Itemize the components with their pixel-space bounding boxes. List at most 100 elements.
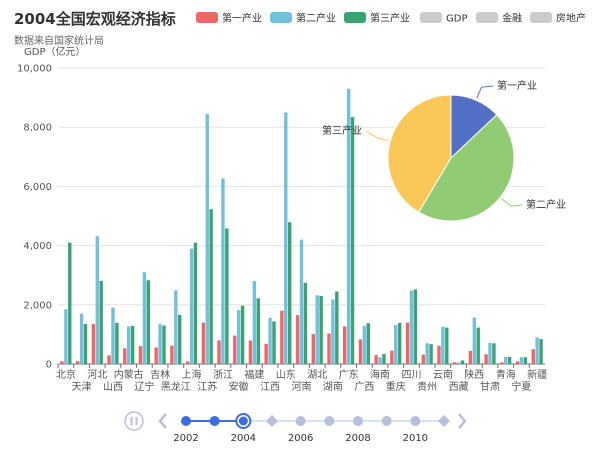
- bar[interactable]: [154, 347, 158, 364]
- legend-item-3[interactable]: GDP: [420, 12, 467, 25]
- timeline-dot[interactable]: [410, 416, 421, 426]
- bar[interactable]: [425, 343, 429, 364]
- bar[interactable]: [299, 239, 304, 364]
- bar[interactable]: [452, 362, 457, 364]
- bar[interactable]: [126, 326, 131, 364]
- timeline-diamond[interactable]: [266, 415, 278, 427]
- bar[interactable]: [162, 325, 166, 364]
- bar[interactable]: [405, 322, 410, 364]
- bar[interactable]: [523, 357, 528, 364]
- bar[interactable]: [460, 360, 465, 364]
- timeline-point[interactable]: 2004: [231, 413, 256, 444]
- bar[interactable]: [91, 324, 96, 364]
- bar[interactable]: [429, 344, 433, 364]
- timeline-point[interactable]: [438, 415, 450, 427]
- bar[interactable]: [539, 339, 543, 364]
- bar[interactable]: [60, 361, 64, 364]
- bar[interactable]: [484, 354, 488, 364]
- bar[interactable]: [75, 361, 80, 364]
- bar[interactable]: [146, 280, 151, 364]
- bar[interactable]: [236, 310, 241, 364]
- bar[interactable]: [138, 346, 143, 364]
- timeline-dot[interactable]: [209, 416, 220, 426]
- bar[interactable]: [504, 356, 508, 364]
- bar[interactable]: [319, 295, 323, 364]
- bar[interactable]: [519, 357, 524, 364]
- bar[interactable]: [248, 340, 253, 364]
- bar[interactable]: [366, 323, 370, 364]
- bar[interactable]: [83, 324, 88, 364]
- bar[interactable]: [256, 298, 260, 364]
- bar[interactable]: [350, 117, 355, 364]
- pie-slice[interactable]: [387, 94, 452, 213]
- bar[interactable]: [535, 337, 539, 364]
- bar[interactable]: [413, 289, 418, 364]
- timeline-dot[interactable]: [181, 416, 191, 426]
- bar[interactable]: [170, 345, 174, 364]
- bar[interactable]: [158, 324, 162, 364]
- timeline-dot[interactable]: [381, 416, 392, 426]
- bar[interactable]: [468, 350, 473, 364]
- bar[interactable]: [382, 353, 386, 364]
- timeline[interactable]: 2002 2004 2006 2008 2010: [124, 411, 467, 444]
- bar[interactable]: [335, 291, 339, 364]
- bar[interactable]: [221, 178, 225, 364]
- pause-icon[interactable]: [124, 411, 144, 431]
- bar[interactable]: [272, 321, 276, 364]
- bar[interactable]: [280, 310, 284, 364]
- timeline-point[interactable]: 2008: [345, 416, 371, 444]
- bar[interactable]: [217, 340, 221, 364]
- bar[interactable]: [315, 295, 319, 364]
- pie-slice[interactable]: [418, 114, 515, 222]
- bar[interactable]: [68, 242, 72, 364]
- bar[interactable]: [107, 355, 111, 364]
- timeline-point[interactable]: 2006: [288, 416, 313, 444]
- bar[interactable]: [397, 322, 402, 364]
- bar[interactable]: [378, 357, 382, 364]
- chevron-right-icon[interactable]: [458, 413, 467, 429]
- bar[interactable]: [205, 113, 209, 364]
- bar[interactable]: [295, 315, 300, 364]
- bar[interactable]: [115, 322, 119, 364]
- timeline-point[interactable]: [324, 416, 335, 426]
- bar[interactable]: [284, 112, 288, 365]
- bar[interactable]: [421, 354, 425, 364]
- timeline-point[interactable]: [209, 416, 220, 426]
- bar[interactable]: [331, 299, 335, 364]
- legend-item-4[interactable]: 金融: [476, 12, 522, 25]
- timeline-diamond[interactable]: [438, 415, 450, 427]
- bar[interactable]: [209, 209, 213, 364]
- bar[interactable]: [515, 361, 520, 364]
- bar[interactable]: [233, 335, 237, 364]
- bar[interactable]: [476, 327, 480, 364]
- legend-item-1[interactable]: 第二产业: [270, 12, 336, 25]
- bar[interactable]: [362, 325, 367, 364]
- bar[interactable]: [99, 280, 103, 364]
- bar[interactable]: [264, 343, 268, 364]
- timeline-point[interactable]: [266, 415, 278, 427]
- bar[interactable]: [193, 242, 198, 364]
- bar[interactable]: [346, 88, 351, 364]
- legend-item-5[interactable]: 房地产: [530, 12, 586, 25]
- timeline-dot[interactable]: [324, 416, 335, 426]
- bar[interactable]: [409, 290, 414, 364]
- bar[interactable]: [394, 324, 398, 364]
- timeline-point[interactable]: 2010: [403, 416, 428, 444]
- bar[interactable]: [390, 350, 394, 364]
- bar[interactable]: [64, 309, 68, 364]
- bar[interactable]: [288, 222, 292, 364]
- bar[interactable]: [492, 343, 496, 364]
- bar[interactable]: [531, 349, 535, 364]
- legend-item-0[interactable]: 第一产业: [196, 12, 262, 25]
- bar[interactable]: [327, 333, 331, 364]
- bar[interactable]: [311, 334, 315, 364]
- bar[interactable]: [441, 326, 445, 364]
- bar[interactable]: [358, 339, 363, 364]
- bar[interactable]: [500, 362, 504, 364]
- bar[interactable]: [225, 228, 229, 364]
- bar[interactable]: [456, 362, 461, 364]
- bar[interactable]: [343, 326, 347, 364]
- bar[interactable]: [374, 355, 378, 364]
- timeline-point[interactable]: 2002: [173, 416, 199, 444]
- bar[interactable]: [174, 290, 178, 364]
